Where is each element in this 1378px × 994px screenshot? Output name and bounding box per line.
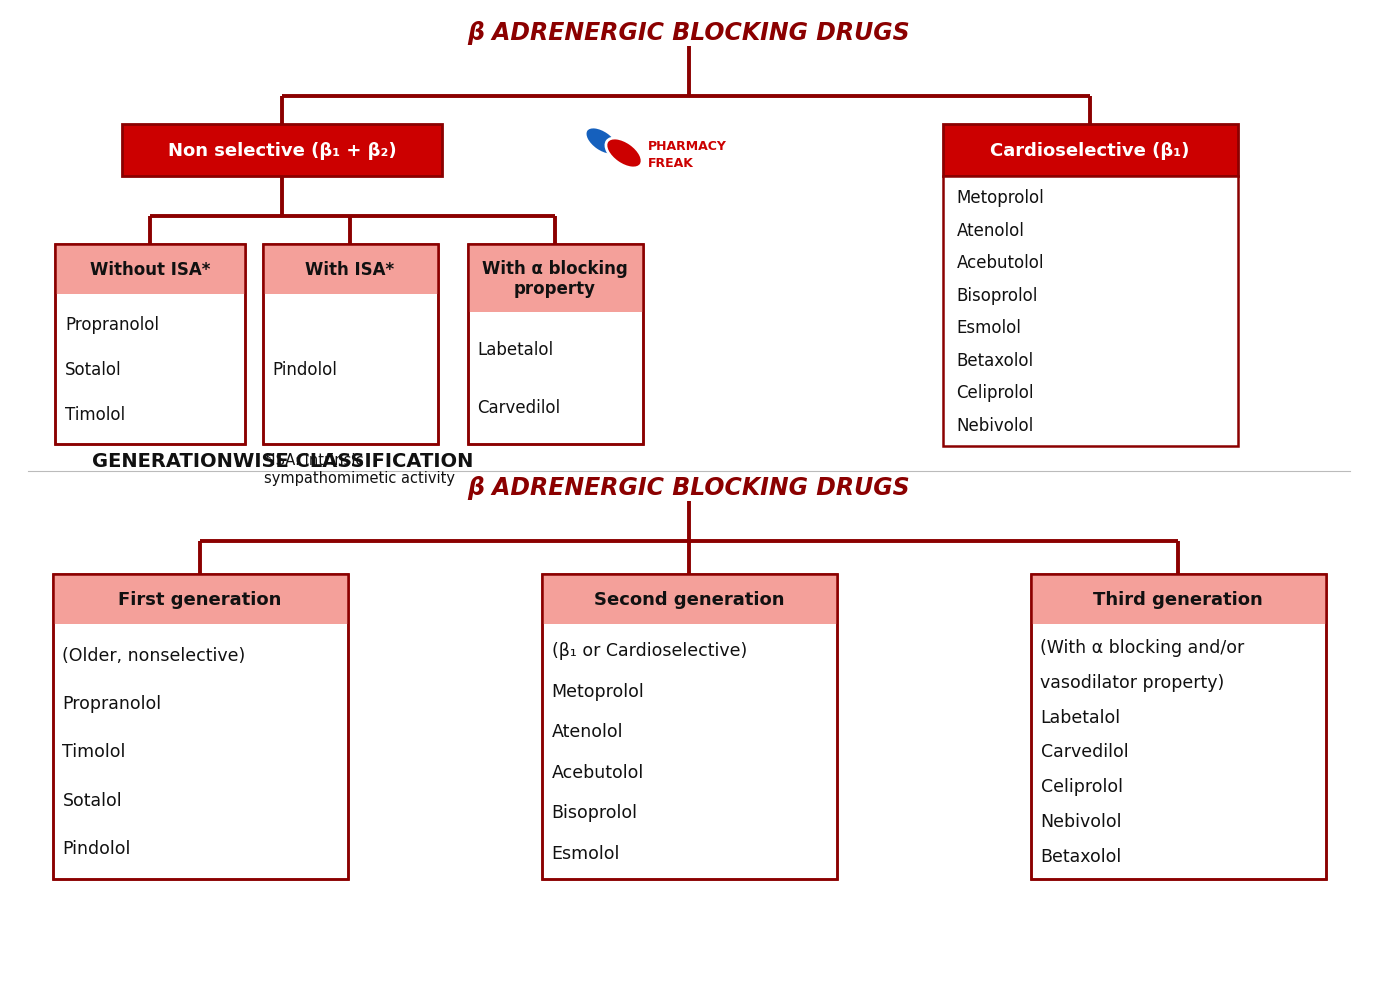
Text: Timolol: Timolol [62, 743, 125, 760]
Text: (With α blocking and/or: (With α blocking and/or [1040, 638, 1244, 656]
Bar [467, 245, 642, 444]
Text: Labetalol: Labetalol [1040, 708, 1120, 726]
Bar [467, 245, 642, 313]
Text: Cardioselective (β₁): Cardioselective (β₁) [991, 142, 1189, 160]
Text: Carvedilol: Carvedilol [1040, 743, 1129, 760]
Ellipse shape [586, 128, 619, 156]
Text: Acebutolol: Acebutolol [551, 763, 644, 781]
Bar [52, 575, 347, 879]
Text: Acebutolol: Acebutolol [956, 253, 1045, 272]
Bar [542, 575, 836, 879]
Text: Celiprolol: Celiprolol [956, 384, 1034, 402]
Text: Timolol: Timolol [65, 406, 125, 424]
Bar [55, 245, 245, 444]
Text: Non selective (β₁ + β₂): Non selective (β₁ + β₂) [168, 142, 397, 160]
Bar [943, 125, 1237, 177]
Text: Propranolol: Propranolol [65, 315, 158, 333]
Text: *ISA: Intrinsic: *ISA: Intrinsic [265, 452, 364, 467]
Bar [1031, 575, 1326, 879]
Text: Pindolol: Pindolol [62, 839, 131, 857]
Bar [1031, 575, 1326, 624]
Text: Second generation: Second generation [594, 590, 784, 608]
Text: β ADRENERGIC BLOCKING DRUGS: β ADRENERGIC BLOCKING DRUGS [467, 475, 911, 500]
Text: With ISA*: With ISA* [306, 260, 394, 278]
Ellipse shape [606, 139, 642, 169]
Bar [262, 245, 437, 444]
Text: Esmolol: Esmolol [551, 844, 620, 862]
Text: Metoprolol: Metoprolol [956, 189, 1045, 207]
Text: (Older, nonselective): (Older, nonselective) [62, 647, 245, 665]
Text: Betaxolol: Betaxolol [1040, 848, 1122, 866]
Bar [467, 245, 642, 444]
Text: Atenolol: Atenolol [551, 723, 623, 741]
Text: Without ISA*: Without ISA* [90, 260, 211, 278]
Bar [542, 575, 836, 624]
Bar [52, 575, 347, 879]
Bar [262, 245, 437, 294]
Text: Labetalol: Labetalol [478, 341, 554, 359]
Text: Bisoprolol: Bisoprolol [551, 803, 638, 821]
Text: Carvedilol: Carvedilol [478, 399, 561, 416]
Bar [55, 245, 245, 444]
Text: Nebivolol: Nebivolol [956, 416, 1034, 434]
Text: β ADRENERGIC BLOCKING DRUGS: β ADRENERGIC BLOCKING DRUGS [467, 21, 911, 45]
Text: Pindolol: Pindolol [273, 361, 338, 379]
Bar [262, 245, 437, 444]
Text: Esmolol: Esmolol [956, 319, 1021, 337]
Text: Sotalol: Sotalol [65, 361, 121, 379]
Bar [542, 575, 836, 879]
Text: First generation: First generation [119, 590, 281, 608]
Text: Third generation: Third generation [1093, 590, 1262, 608]
Text: Sotalol: Sotalol [62, 791, 123, 809]
Text: Bisoprolol: Bisoprolol [956, 286, 1038, 304]
Text: Propranolol: Propranolol [62, 695, 161, 713]
Bar [1031, 575, 1326, 879]
Text: FREAK: FREAK [648, 157, 695, 170]
Bar [55, 245, 245, 294]
Text: Metoprolol: Metoprolol [551, 682, 645, 700]
Text: Celiprolol: Celiprolol [1040, 777, 1123, 795]
Text: PHARMACY: PHARMACY [648, 140, 726, 153]
Bar [123, 125, 442, 177]
Text: GENERATIONWISE CLASSIFICATION: GENERATIONWISE CLASSIFICATION [92, 452, 474, 471]
Bar [52, 575, 347, 624]
Text: vasodilator property): vasodilator property) [1040, 673, 1225, 691]
Text: (β₁ or Cardioselective): (β₁ or Cardioselective) [551, 642, 747, 660]
Text: sympathomimetic activity: sympathomimetic activity [265, 470, 456, 485]
Text: Betaxolol: Betaxolol [956, 352, 1034, 370]
Text: With α blocking
property: With α blocking property [482, 259, 628, 298]
Text: Atenolol: Atenolol [956, 222, 1024, 240]
Text: Nebivolol: Nebivolol [1040, 812, 1122, 831]
Bar [943, 177, 1237, 446]
